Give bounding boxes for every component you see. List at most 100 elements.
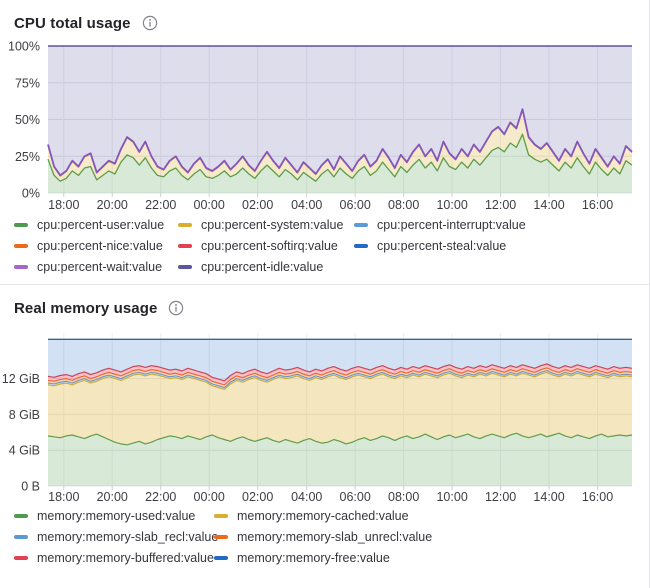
- y-tick-label: 0%: [22, 187, 40, 201]
- x-tick-label: 18:00: [48, 198, 79, 212]
- series-line-memory-memory-slab-recl-value: [47, 370, 633, 389]
- legend-item-cpu-percent-interrupt-value[interactable]: cpu:percent-interrupt:value: [354, 218, 649, 232]
- memory-card-header: Real memory usage: [0, 285, 649, 323]
- legend-item-cpu-percent-steal-value[interactable]: cpu:percent-steal:value: [354, 239, 649, 253]
- y-tick-label: 75%: [15, 76, 40, 90]
- legend-swatch: [354, 223, 368, 227]
- x-tick-label: 06:00: [340, 198, 371, 212]
- y-tick-label: 25%: [15, 150, 40, 164]
- x-tick-label: 04:00: [291, 198, 322, 212]
- legend-label: cpu:percent-idle:value: [201, 260, 324, 274]
- y-tick-label: 50%: [15, 113, 40, 127]
- legend-label: cpu:percent-user:value: [37, 218, 165, 232]
- x-tick-label: 00:00: [194, 198, 225, 212]
- x-tick-label: 16:00: [582, 198, 613, 212]
- series-line-cpu-percent-user-value: [47, 133, 633, 182]
- legend-swatch: [178, 223, 192, 227]
- legend-swatch: [14, 265, 28, 269]
- legend-item-cpu-percent-nice-value[interactable]: cpu:percent-nice:value: [14, 239, 178, 253]
- legend-item-memory-memory-free-value[interactable]: memory:memory-free:value: [214, 551, 649, 565]
- legend-swatch: [178, 244, 192, 248]
- x-tick-label: 02:00: [242, 198, 273, 212]
- x-tick-label: 22:00: [145, 198, 176, 212]
- cpu-usage-chart[interactable]: 0% 25% 50% 75% 100% 18:00 20:00 22:00 00:00 02:00…: [0, 38, 650, 214]
- legend-item-memory-memory-cached-value[interactable]: memory:memory-cached:value: [214, 509, 649, 523]
- y-tick-label: 12 GiB: [2, 372, 40, 386]
- series-line-memory-memory-buffered-value: [47, 363, 633, 382]
- legend-label: memory:memory-cached:value: [237, 509, 409, 523]
- legend-item-memory-memory-slab-recl-value[interactable]: memory:memory-slab_recl:value: [14, 530, 218, 544]
- x-tick-label: 22:00: [145, 490, 176, 504]
- legend-swatch: [14, 223, 28, 227]
- legend-swatch: [214, 535, 228, 539]
- legend-item-memory-memory-slab-unrecl-value[interactable]: memory:memory-slab_unrecl:value: [214, 530, 649, 544]
- series-fill-memory-memory-free-value: [48, 339, 632, 381]
- x-tick-label: 12:00: [485, 490, 516, 504]
- legend-label: cpu:percent-steal:value: [377, 239, 507, 253]
- series-fill-cpu-percent-user-value: [48, 134, 632, 193]
- x-tick-label: 10:00: [436, 198, 467, 212]
- x-tick-label: 18:00: [48, 490, 79, 504]
- x-tick-label: 08:00: [388, 198, 419, 212]
- cpu-usage-card: CPU total usage 0% 25% 50% 75% 100% 18:00 20:0…: [0, 0, 649, 282]
- series-fill-memory-memory-slab-recl-value: [48, 370, 632, 390]
- x-tick-label: 04:00: [291, 490, 322, 504]
- legend-swatch: [214, 514, 228, 518]
- legend-label: memory:memory-buffered:value: [37, 551, 214, 565]
- y-tick-label: 8 GiB: [9, 408, 40, 422]
- x-tick-label: 20:00: [97, 490, 128, 504]
- legend-swatch: [14, 244, 28, 248]
- legend-label: cpu:percent-system:value: [201, 218, 344, 232]
- series-fill-memory-memory-used-value: [48, 433, 632, 486]
- x-tick-label: 02:00: [242, 490, 273, 504]
- x-tick-label: 12:00: [485, 198, 516, 212]
- x-tick-label: 00:00: [194, 490, 225, 504]
- series-fill-memory-memory-cached-value: [48, 372, 632, 445]
- x-tick-label: 20:00: [97, 198, 128, 212]
- x-tick-label: 16:00: [582, 490, 613, 504]
- legend-swatch: [14, 535, 28, 539]
- legend-swatch: [14, 556, 28, 560]
- series-fill-memory-memory-buffered-value: [48, 363, 632, 385]
- memory-usage-chart[interactable]: 0 B 4 GiB 8 GiB 12 GiB 18:00 20:00 22:00 00:00 0…: [0, 323, 650, 505]
- legend-label: cpu:percent-nice:value: [37, 239, 163, 253]
- legend-label: memory:memory-free:value: [237, 551, 390, 565]
- legend-label: memory:memory-slab_unrecl:value: [237, 530, 433, 544]
- legend-item-memory-memory-used-value[interactable]: memory:memory-used:value: [14, 509, 214, 523]
- legend-item-cpu-percent-user-value[interactable]: cpu:percent-user:value: [14, 218, 178, 232]
- legend-swatch: [14, 514, 28, 518]
- series-line-memory-memory-cached-value: [47, 371, 633, 390]
- y-tick-label: 0 B: [21, 480, 40, 494]
- legend-label: cpu:percent-wait:value: [37, 260, 163, 274]
- y-tick-label: 100%: [8, 40, 40, 54]
- legend-label: cpu:percent-interrupt:value: [377, 218, 526, 232]
- legend-label: memory:memory-used:value: [37, 509, 196, 523]
- series-line-memory-memory-used-value: [47, 432, 633, 446]
- y-tick-label: 4 GiB: [9, 444, 40, 458]
- cpu-legend: cpu:percent-user:value cpu:percent-system…: [0, 214, 649, 282]
- series-line-cpu-percent-wait-value: [47, 108, 633, 177]
- legend-item-cpu-percent-wait-value[interactable]: cpu:percent-wait:value: [14, 260, 178, 274]
- series-line-memory-memory-slab-unrecl-value: [47, 367, 633, 386]
- memory-usage-card: Real memory usage 0 B 4 GiB 8 GiB 12 GiB 18:…: [0, 285, 649, 573]
- x-tick-label: 08:00: [388, 490, 419, 504]
- series-fill-cpu-percent-idle-value: [48, 46, 632, 176]
- memory-chart-title: Real memory usage: [14, 299, 158, 317]
- card-divider: [0, 284, 649, 285]
- memory-legend: memory:memory-used:value memory:memory-ca…: [0, 505, 649, 573]
- x-tick-label: 14:00: [533, 490, 564, 504]
- legend-item-cpu-percent-idle-value[interactable]: cpu:percent-idle:value: [178, 260, 354, 274]
- x-tick-label: 14:00: [533, 198, 564, 212]
- legend-label: cpu:percent-softirq:value: [201, 239, 338, 253]
- x-tick-label: 06:00: [340, 490, 371, 504]
- cpu-chart-title: CPU total usage: [14, 14, 131, 32]
- series-fill-cpu-percent-system-value: [48, 109, 632, 182]
- legend-item-cpu-percent-softirq-value[interactable]: cpu:percent-softirq:value: [178, 239, 354, 253]
- x-tick-label: 10:00: [436, 490, 467, 504]
- legend-item-cpu-percent-system-value[interactable]: cpu:percent-system:value: [178, 218, 354, 232]
- legend-item-memory-memory-buffered-value[interactable]: memory:memory-buffered:value: [14, 551, 214, 565]
- info-icon[interactable]: [142, 15, 158, 31]
- info-icon[interactable]: [168, 300, 184, 316]
- series-fill-memory-memory-slab-unrecl-value: [48, 367, 632, 388]
